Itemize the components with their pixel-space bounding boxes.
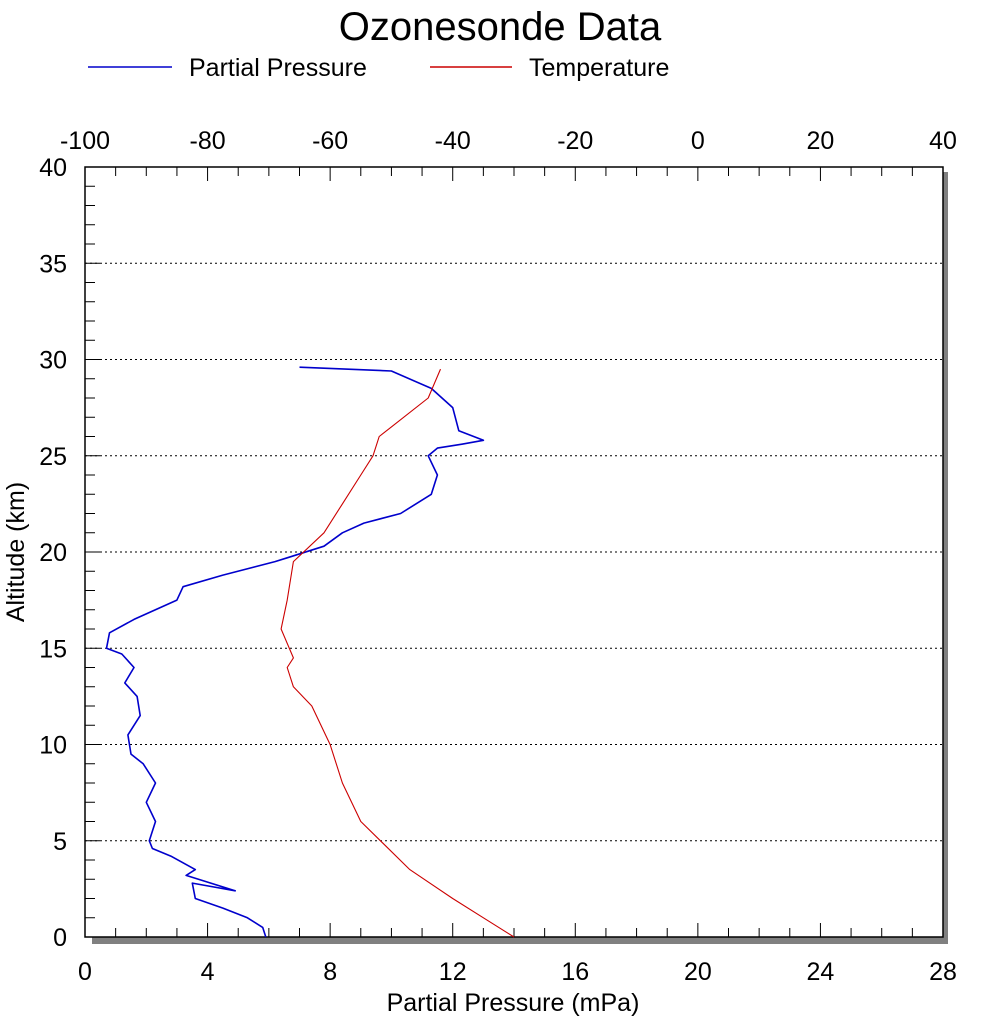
tick-labels: 0 5 10 15 20 25 30 35 40 0 4 8 12 16 20 24 28 -100 -80 -60 -…	[39, 127, 957, 986]
series-line-temperature	[280, 368, 515, 938]
x-top-tick-label: -80	[190, 127, 226, 155]
x-top-tick-label: -60	[312, 127, 348, 155]
y-tick-label: 20	[39, 539, 67, 567]
x-bottom-tick-label: 28	[929, 958, 957, 986]
x-top-tick-label: -100	[60, 127, 110, 155]
legend-label-partial-pressure: Partial Pressure	[189, 54, 367, 82]
y-tick-label: 0	[53, 924, 67, 952]
y-tick-label: 15	[39, 635, 67, 663]
x-axis-label: Partial Pressure (mPa)	[387, 989, 640, 1017]
y-axis-label: Altitude (km)	[2, 482, 30, 622]
axis-ticks	[84, 166, 944, 938]
x-bottom-tick-label: 20	[684, 958, 712, 986]
x-bottom-tick-label: 0	[78, 958, 92, 986]
y-tick-label: 10	[39, 732, 67, 760]
chart-title: Ozonesonde Data	[339, 5, 662, 49]
plot-area	[84, 166, 944, 938]
y-tick-label: 30	[39, 347, 67, 375]
y-tick-label: 5	[53, 828, 67, 856]
y-tick-label: 40	[39, 154, 67, 182]
x-bottom-tick-label: 4	[201, 958, 215, 986]
legend-label-temperature: Temperature	[529, 54, 669, 82]
x-top-tick-label: -40	[435, 127, 471, 155]
x-top-tick-label: 40	[929, 127, 957, 155]
frame-shadow-right	[940, 172, 948, 944]
frame-shadow-bottom	[92, 937, 948, 944]
x-top-tick-label: -20	[557, 127, 593, 155]
x-top-tick-label: 20	[807, 127, 835, 155]
x-bottom-tick-label: 8	[323, 958, 337, 986]
series-line-partial-pressure	[105, 366, 485, 938]
x-top-tick-label: 0	[691, 127, 705, 155]
series-lines	[105, 366, 515, 938]
x-bottom-tick-label: 16	[561, 958, 589, 986]
x-bottom-tick-label: 24	[807, 958, 835, 986]
legend: Partial Pressure Temperature	[88, 54, 669, 82]
y-tick-label: 25	[39, 443, 67, 471]
y-tick-label: 35	[39, 250, 67, 278]
grid-lines	[85, 262, 943, 842]
x-bottom-tick-label: 12	[439, 958, 467, 986]
